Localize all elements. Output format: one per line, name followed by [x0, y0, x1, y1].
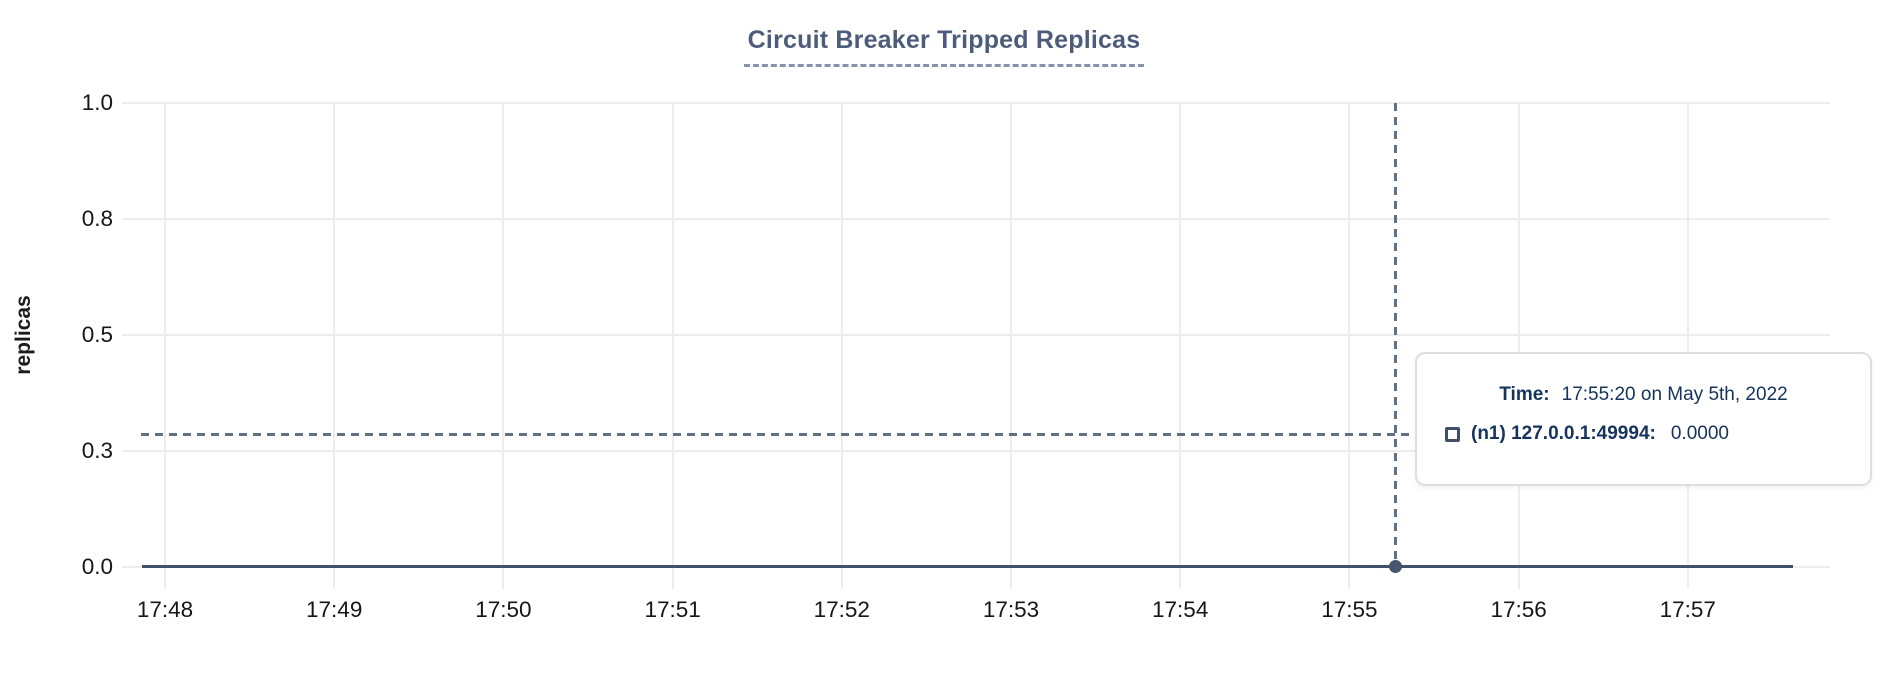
series-line	[142, 565, 1793, 568]
y-tick-label: 1.0	[81, 90, 113, 115]
x-tick-label: 17:48	[136, 597, 194, 622]
tooltip-time-row: Time: 17:55:20 on May 5th, 2022	[1417, 384, 1870, 406]
cursor-data-point	[1389, 560, 1402, 573]
x-tick-label: 17:57	[1659, 597, 1716, 622]
open-square-icon	[1445, 426, 1460, 442]
v-gridline	[671, 103, 674, 589]
x-tick-label: 17:53	[982, 597, 1040, 622]
x-tick-label: 17:55	[1321, 597, 1378, 622]
chart-title-wrap: Circuit Breaker Tripped Replicas	[0, 26, 1888, 67]
x-tick-label: 17:56	[1490, 597, 1547, 622]
chart-title: Circuit Breaker Tripped Replicas	[743, 26, 1145, 67]
crosshair-horizontal-line	[141, 433, 1414, 436]
h-gridline	[122, 218, 1830, 220]
y-tick-label: 0.8	[81, 206, 113, 231]
v-gridline	[1348, 103, 1351, 589]
y-tick-label: 0.5	[81, 322, 113, 347]
tooltip: Time: 17:55:20 on May 5th, 2022 (n1) 127.…	[1415, 352, 1872, 486]
x-tick-label: 17:54	[1152, 597, 1209, 622]
tooltip-time-label: Time:	[1499, 384, 1550, 405]
v-gridline	[1686, 103, 1689, 589]
h-gridline	[122, 334, 1830, 336]
tooltip-series-row: (n1) 127.0.0.1:49994: 0.0000	[1445, 423, 1870, 445]
y-tick-label: 0.3	[81, 438, 113, 463]
crosshair-vertical-line	[1394, 103, 1397, 565]
v-gridline	[1179, 103, 1182, 589]
x-tick-label: 17:52	[813, 597, 870, 622]
x-tick-label: 17:49	[306, 597, 363, 622]
y-tick-label: 0.0	[81, 554, 113, 579]
x-tick-label: 17:51	[644, 597, 701, 622]
h-gridline	[122, 450, 1830, 452]
v-gridline	[502, 103, 505, 589]
tooltip-time-value: 17:55:20 on May 5th, 2022	[1561, 384, 1788, 405]
v-gridline	[333, 103, 336, 589]
v-gridline	[164, 103, 166, 589]
tooltip-series-value: 0.0000	[1670, 423, 1729, 444]
v-gridline	[840, 103, 843, 589]
x-tick-label: 17:50	[475, 597, 532, 622]
v-gridline	[1010, 103, 1012, 589]
tooltip-series-label: (n1) 127.0.0.1:49994:	[1471, 423, 1656, 444]
h-gridline	[122, 102, 1830, 104]
v-gridline	[1517, 103, 1520, 589]
